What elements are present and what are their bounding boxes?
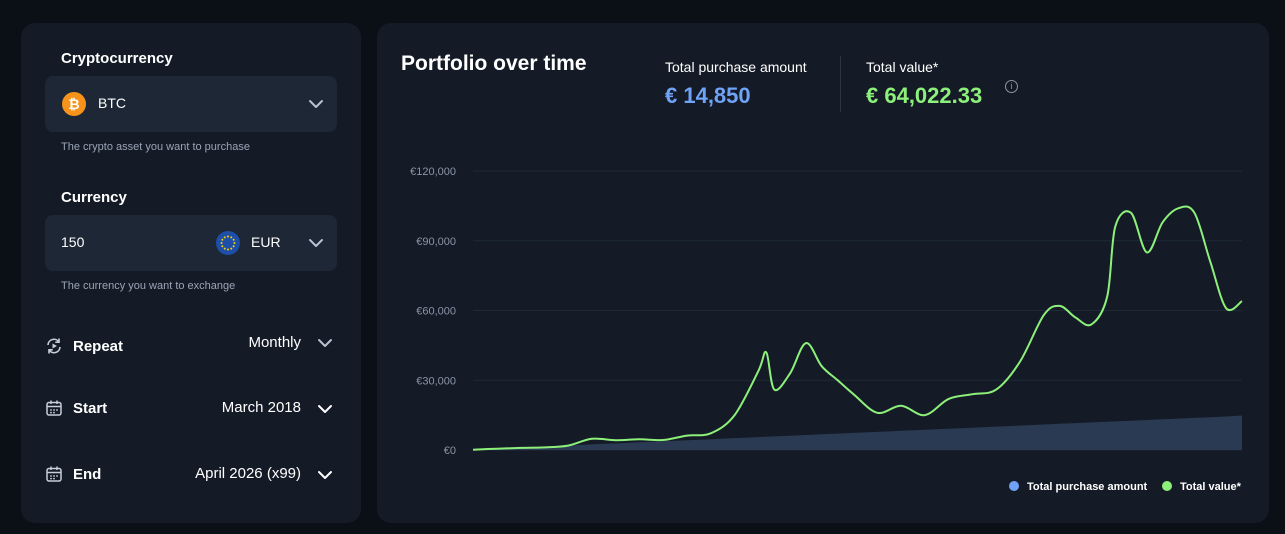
cryptocurrency-label: Cryptocurrency	[61, 50, 173, 67]
cryptocurrency-helper: The crypto asset you want to purchase	[61, 141, 250, 153]
start-row[interactable]: Start March 2018	[45, 397, 337, 421]
legend-dot-total	[1162, 481, 1172, 491]
total-value-line	[472, 205, 1243, 451]
end-row[interactable]: End April 2026 (x99)	[45, 463, 337, 487]
chevron-down-icon[interactable]	[317, 470, 333, 480]
total-value-value: € 64,022.33	[866, 83, 983, 108]
bitcoin-icon: ₿	[62, 92, 86, 116]
currency-input-group: 150 EUR	[45, 215, 337, 271]
calendar-icon	[46, 466, 62, 482]
calendar-icon	[46, 400, 62, 416]
y-tick-label: €120,000	[410, 166, 456, 178]
portfolio-panel: Portfolio over time Total purchase amoun…	[377, 23, 1269, 523]
settings-panel: Cryptocurrency ₿ BTC The crypto asset yo…	[21, 23, 361, 523]
end-label: End	[73, 466, 102, 483]
purchase-amount-value: € 14,850	[665, 83, 751, 108]
chevron-down-icon[interactable]	[308, 238, 324, 248]
eu-flag-icon	[216, 231, 240, 255]
cryptocurrency-select[interactable]: ₿ BTC	[45, 76, 337, 132]
legend-total-value: Total value*	[1162, 481, 1241, 493]
chevron-down-icon[interactable]	[317, 404, 333, 414]
purchase-amount-area	[473, 415, 1242, 450]
cryptocurrency-value: BTC	[98, 95, 126, 111]
y-tick-label: €60,000	[416, 306, 456, 318]
chart-title: Portfolio over time	[401, 52, 587, 75]
purchase-amount-label: Total purchase amount	[665, 59, 807, 75]
y-axis-ticks: €0 €30,000 €60,000 €90,000 €120,000	[410, 166, 456, 457]
chevron-down-icon	[309, 100, 323, 108]
y-tick-label: €30,000	[416, 375, 456, 387]
chevron-down-icon[interactable]	[317, 338, 333, 348]
currency-label: Currency	[61, 189, 127, 206]
y-tick-label: €0	[444, 445, 456, 457]
legend-dot-purchase	[1009, 481, 1019, 491]
portfolio-chart: €0 €30,000 €60,000 €90,000 €120,000	[410, 166, 1243, 457]
end-value[interactable]: April 2026 (x99)	[195, 465, 301, 482]
y-tick-label: €90,000	[416, 236, 456, 248]
repeat-row[interactable]: Repeat Monthly	[45, 334, 337, 359]
repeat-label: Repeat	[73, 338, 124, 355]
amount-input[interactable]: 150	[61, 234, 85, 250]
repeat-value[interactable]: Monthly	[248, 334, 301, 351]
legend-total-label: Total value*	[1180, 481, 1241, 493]
start-label: Start	[73, 400, 108, 417]
total-value-label: Total value*	[866, 59, 939, 75]
legend-purchase-label: Total purchase amount	[1027, 481, 1148, 493]
start-value[interactable]: March 2018	[221, 399, 301, 416]
eu-stars	[220, 235, 236, 251]
legend-purchase-amount: Total purchase amount	[1009, 481, 1147, 493]
repeat-icon	[47, 338, 61, 354]
stats-divider	[840, 56, 841, 112]
grid-lines	[473, 170, 1242, 451]
currency-helper: The currency you want to exchange	[61, 280, 236, 292]
currency-select[interactable]: EUR	[251, 234, 281, 250]
info-icon[interactable]: i	[1005, 80, 1018, 93]
